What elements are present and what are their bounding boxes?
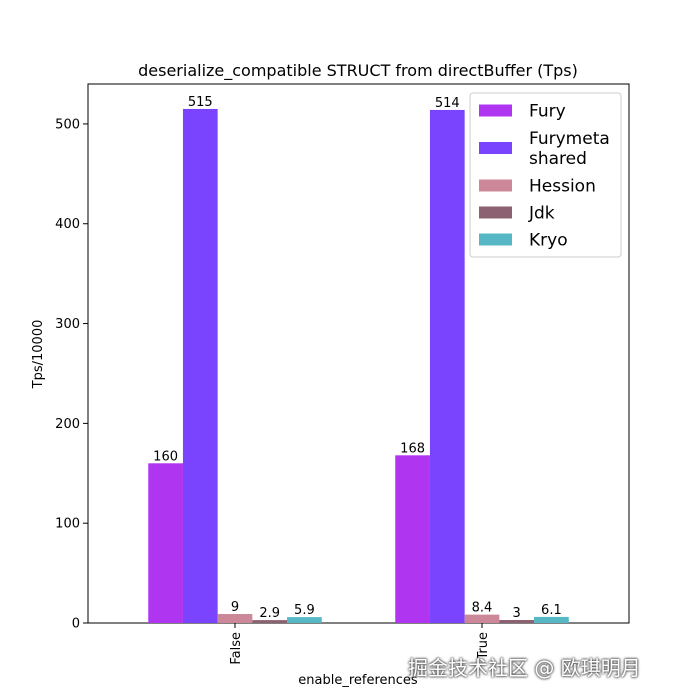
y-axis-label: Tps/10000 — [31, 320, 46, 390]
x-tick-label: True — [476, 632, 491, 661]
bar-value-label: 515 — [188, 95, 213, 110]
legend-label: Jdk — [528, 204, 555, 224]
y-tick-label: 300 — [55, 317, 80, 332]
legend-label: Fury — [529, 102, 566, 122]
x-axis-label: enable_references — [298, 673, 418, 688]
y-tick-label: 400 — [55, 217, 80, 232]
bar-value-label: 6.1 — [541, 603, 562, 618]
bar-hession-false — [217, 614, 253, 623]
bar-furymeta-shared-true — [429, 109, 465, 624]
legend-label: Furymeta shared — [529, 129, 610, 169]
chart-title: deserialize_compatible STRUCT from direc… — [138, 61, 578, 81]
y-tick-label: 0 — [72, 617, 80, 632]
bar-labels-layer: 160 168 515 514 9 8.4 2.9 3 5.9 6.1 — [153, 95, 562, 621]
legend-swatch — [479, 104, 512, 117]
y-tick-label: 200 — [55, 417, 80, 432]
legend: Fury Furymeta shared Hession Jdk Kryo — [469, 92, 622, 258]
bar-fury-true — [395, 455, 430, 623]
x-axis: False True — [229, 623, 491, 665]
legend-swatch — [479, 206, 512, 219]
legend-swatch — [479, 233, 512, 246]
bar-value-label: 9 — [231, 600, 239, 615]
bar-value-label: 8.4 — [472, 601, 493, 616]
bar-fury-false — [148, 463, 183, 623]
x-tick-label: False — [229, 632, 244, 665]
bar-value-label: 168 — [400, 441, 425, 456]
bar-furymeta-shared-false — [182, 108, 218, 623]
bar-value-label: 5.9 — [294, 603, 315, 618]
watermark: 掘金技术社区 @ 欧琪明月 — [408, 656, 641, 680]
bar-value-label: 160 — [153, 449, 178, 464]
bar-kryo-false — [287, 617, 322, 623]
bar-jdk-false — [252, 620, 288, 623]
y-tick-label: 500 — [55, 117, 80, 132]
bar-value-label: 514 — [435, 96, 460, 111]
y-tick-label: 100 — [55, 517, 80, 532]
bar-value-label: 2.9 — [259, 606, 280, 621]
legend-label: Hession — [529, 177, 596, 197]
legend-label: Kryo — [529, 231, 568, 251]
bar-hession-true — [464, 614, 500, 623]
bar-value-label: 3 — [513, 606, 521, 621]
y-axis: 0 100 200 300 400 500 — [55, 117, 88, 632]
bar-jdk-true — [499, 620, 535, 623]
plot-frame — [87, 83, 630, 624]
bar-kryo-true — [534, 616, 569, 623]
legend-swatch — [479, 179, 512, 192]
legend-swatch — [479, 142, 512, 154]
bars-layer — [148, 108, 569, 624]
